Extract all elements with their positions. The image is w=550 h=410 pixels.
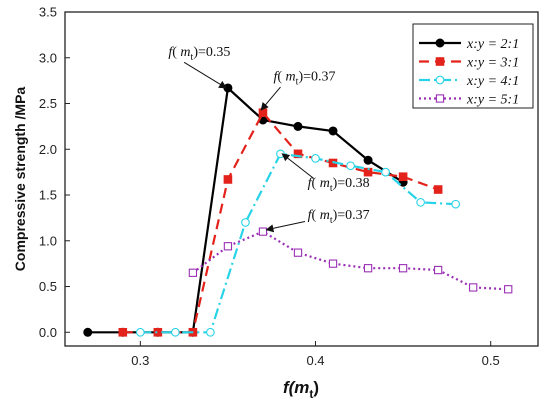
y-tick-label: 0.0 [39,325,57,340]
data-point [416,197,425,207]
data-point [293,248,303,257]
data-point [398,264,408,273]
x-axis-label-sub: t [309,387,313,401]
y-tick-label: 3.5 [39,5,57,20]
data-point [153,327,163,337]
data-point [433,265,443,275]
series-line [122,110,439,334]
annotation-arrow [260,86,281,111]
series-line [192,230,509,291]
x-tick-label: 0.4 [306,353,324,368]
legend-label: x:y = 2:1 [466,37,519,52]
legend-marker [435,38,445,48]
legend-item: x:y = 4:1 [419,74,519,89]
y-tick-label: 0.5 [39,279,57,294]
series-4 [188,227,513,294]
x-axis-label: f(mt) [283,378,319,401]
data-point [135,327,145,337]
y-tick-label: 1.0 [39,233,57,248]
data-point [398,172,408,182]
data-point [83,327,93,337]
data-point [206,327,215,337]
legend-marker [435,57,445,66]
annotation-label: f( mt)=0.37 [273,70,335,88]
annotation-arrow [265,221,306,233]
annotation-label: f( mt)=0.35 [168,45,230,63]
x-axis-label-close: ) [313,378,319,397]
data-point [223,175,233,184]
legend-item: x:y = 3:1 [419,56,519,71]
y-tick-label: 1.5 [39,188,57,203]
data-point [363,155,373,165]
data-point [328,126,338,136]
data-point [258,227,268,236]
data-point [293,121,303,131]
annotation-label: f( mt)=0.37 [308,208,370,226]
data-point [223,83,233,93]
legend-marker [435,94,445,103]
y-tick-label: 3.0 [39,50,57,65]
x-axis-label-main: f(m [283,378,309,397]
data-point [188,268,198,277]
annotation-arrow [281,153,315,179]
annotation-arrow [183,61,228,89]
data-point [433,185,443,194]
legend-label: x:y = 4:1 [466,74,519,89]
data-point [258,108,268,117]
data-point [451,199,461,209]
data-point [469,283,478,292]
x-tick-label: 0.5 [482,353,500,368]
data-point [118,327,128,337]
series-line [140,152,456,334]
data-point [293,149,303,159]
data-point [276,149,285,159]
data-point [223,242,233,251]
data-point [328,259,338,268]
y-tick-label: 2.5 [39,96,57,111]
legend-label: x:y = 5:1 [466,93,519,108]
annotation-label: f( mt)=0.38 [308,176,370,194]
series-3 [135,149,461,337]
y-axis-label: Compressive strength /MPa [12,87,28,272]
legend: x:y = 2:1 x:y = 3:1 x:y = 4:1 x:y = 5:1 [412,23,534,109]
data-point [311,154,320,163]
legend-item: x:y = 2:1 [419,37,519,52]
data-point [504,285,513,294]
data-point [381,167,390,177]
series-2 [118,108,443,337]
y-tick-label: 2.0 [39,142,57,157]
data-point [171,327,180,337]
data-point [346,161,355,171]
legend-label: x:y = 3:1 [466,56,519,71]
legend-frame [412,23,534,109]
plot-frame [64,11,539,347]
legend-item: x:y = 5:1 [419,93,519,108]
data-point [363,264,373,273]
data-point [241,218,250,227]
x-tick-label: 0.3 [131,353,149,368]
legend-marker [435,75,445,85]
